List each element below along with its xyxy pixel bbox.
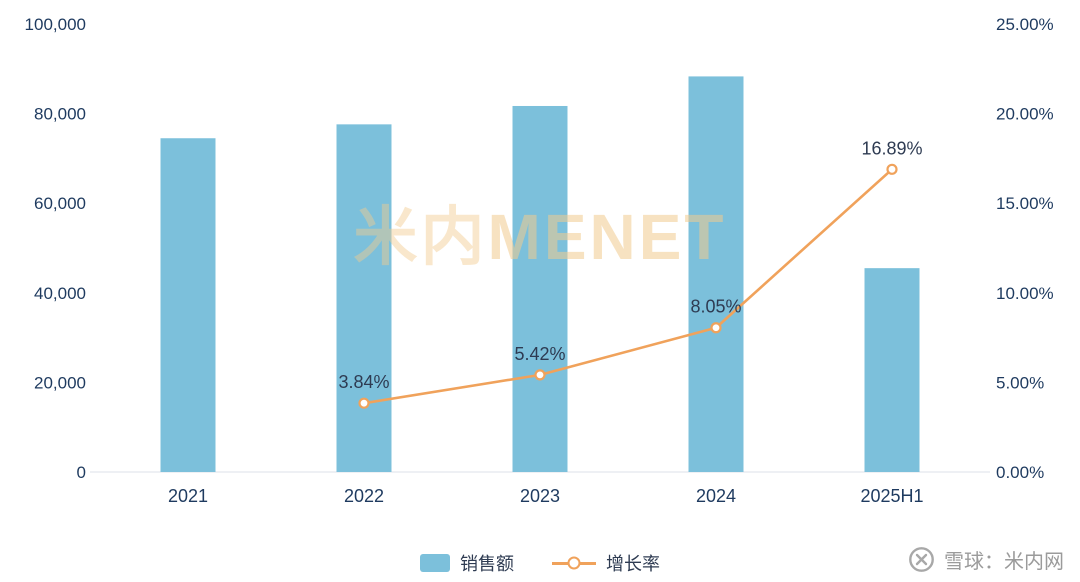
bar-2025H1[interactable]	[864, 268, 920, 472]
bar-2024[interactable]	[688, 76, 744, 472]
right-axis-tick: 15.00%	[996, 194, 1054, 213]
xueqiu-logo-icon	[909, 547, 934, 572]
growth-line-dot	[567, 556, 581, 570]
bar-2023[interactable]	[512, 105, 568, 472]
x-axis-category-label: 2025H1	[860, 486, 923, 506]
growth-line-marker-icon	[552, 556, 596, 570]
source-text: 雪球：米内网	[944, 551, 1064, 573]
legend-growth-label: 增长率	[606, 554, 660, 574]
line-point-2024[interactable]	[710, 322, 722, 334]
legend-item-sales[interactable]: 销售额	[420, 550, 514, 576]
data-label-2022: 3.84%	[338, 372, 389, 392]
legend-item-growth[interactable]: 增长率	[552, 550, 660, 576]
chart-legend: 销售额 增长率	[0, 550, 1080, 576]
sales-swatch-icon	[420, 554, 450, 572]
right-axis-tick: 0.00%	[996, 463, 1044, 482]
bar-2022[interactable]	[336, 124, 392, 473]
left-axis-tick: 60,000	[34, 194, 86, 213]
left-axis-tick: 40,000	[34, 284, 86, 303]
x-axis-category-label: 2021	[168, 486, 208, 506]
left-axis-tick: 100,000	[25, 15, 86, 34]
left-axis-tick: 80,000	[34, 105, 86, 124]
right-axis-tick: 10.00%	[996, 284, 1054, 303]
x-axis-category-label: 2023	[520, 486, 560, 506]
right-axis-tick: 25.00%	[996, 15, 1054, 34]
line-point-2025H1[interactable]	[886, 163, 898, 175]
left-axis-tick: 20,000	[34, 373, 86, 392]
data-label-2023: 5.42%	[514, 344, 565, 364]
growth-rate-line	[363, 168, 893, 405]
source-watermark: 雪球：米内网	[908, 545, 1064, 574]
combo-chart: 0 20,000 40,000 60,000 80,000 100,000 0.00% 5.0…	[25, 15, 1054, 506]
left-axis-tick: 0	[77, 463, 86, 482]
right-axis-tick: 5.00%	[996, 373, 1044, 392]
data-label-2024: 8.05%	[690, 297, 741, 317]
legend-sales-label: 销售额	[460, 554, 514, 574]
combo-chart-svg: 0 20,000 40,000 60,000 80,000 100,000 0.00% 5.0…	[25, 15, 1054, 506]
right-axis-tick: 20.00%	[996, 105, 1054, 124]
bar-2021[interactable]	[160, 138, 216, 473]
x-axis-category-label: 2024	[696, 486, 736, 506]
line-point-2023[interactable]	[534, 369, 546, 381]
line-point-2022[interactable]	[358, 397, 370, 409]
data-label-2025H1: 16.89%	[861, 138, 922, 158]
x-axis-category-label: 2022	[344, 486, 384, 506]
